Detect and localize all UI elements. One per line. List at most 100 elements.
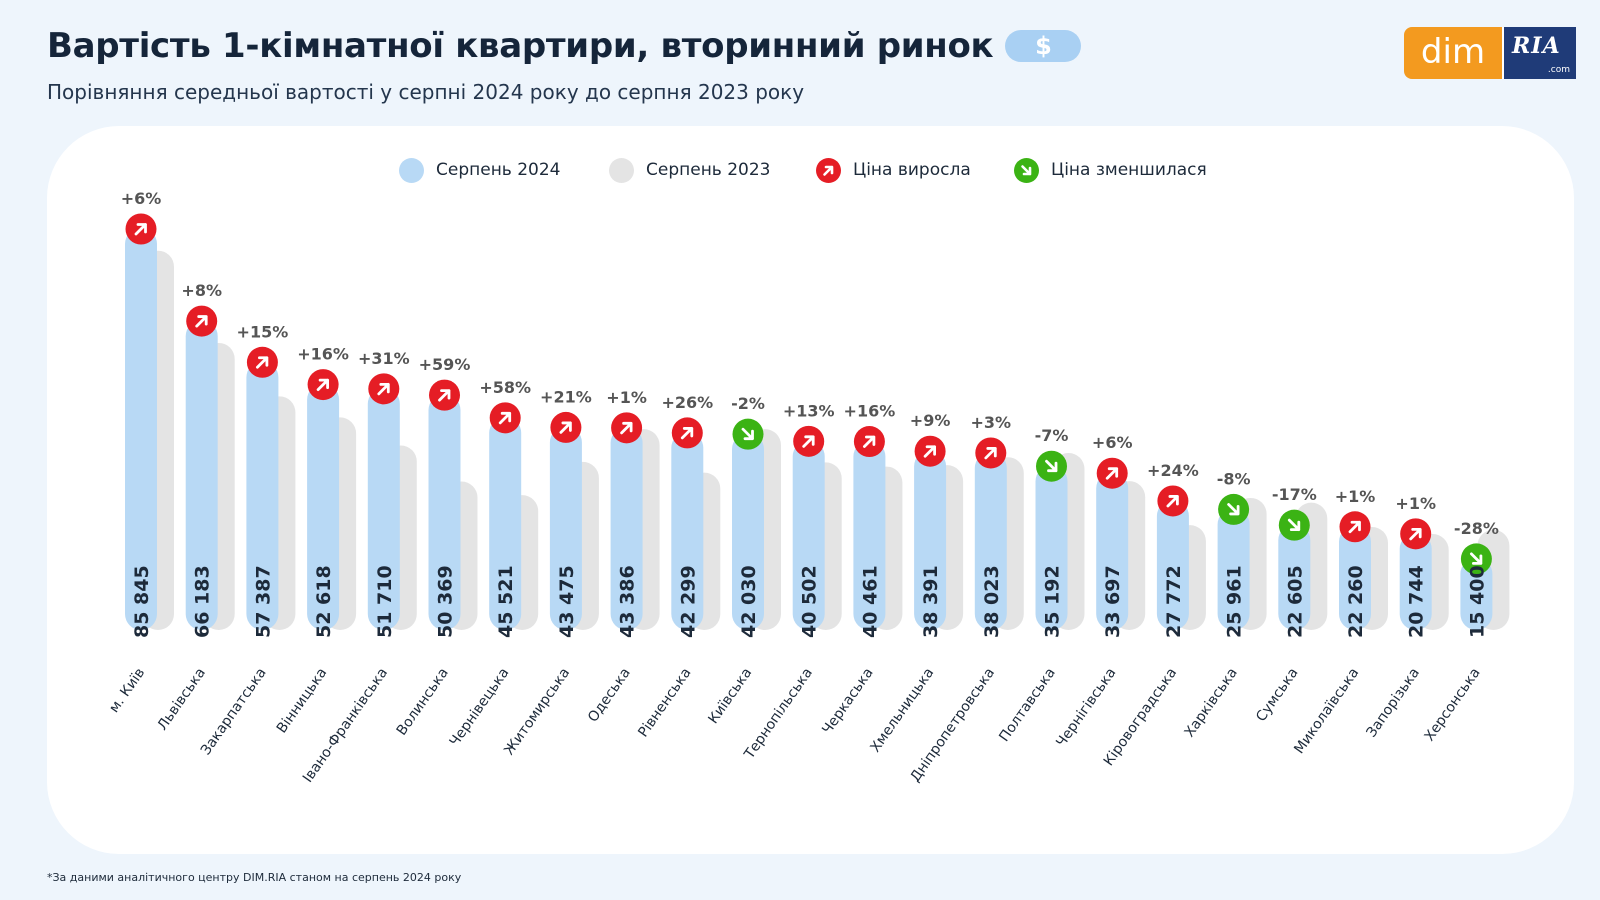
arrow-glyph — [1166, 495, 1179, 508]
legend-label-up: Ціна виросла — [853, 160, 971, 180]
arrow-glyph — [1105, 467, 1119, 480]
bar-value-label: 66 183 — [192, 565, 214, 638]
category-label: Херсонська — [1422, 665, 1484, 744]
arrow-glyph — [680, 427, 694, 440]
bar-value-label: 45 521 — [495, 565, 517, 638]
bar-value-label: 50 369 — [435, 565, 457, 638]
change-label: +1% — [606, 388, 647, 407]
bar-value-label: 35 192 — [1042, 565, 1064, 638]
change-label: +24% — [1147, 461, 1199, 480]
change-label: +6% — [121, 189, 162, 208]
page-subtitle: Порівняння середньої вартості у серпні 2… — [47, 80, 805, 104]
category-label: Черкаська — [819, 665, 876, 737]
change-label: +1% — [1395, 494, 1436, 513]
bar-2024 — [914, 450, 947, 630]
change-label: +6% — [1092, 433, 1133, 452]
arrow-glyph — [984, 447, 997, 460]
change-label: +26% — [661, 393, 713, 412]
category-label: Рівненська — [635, 665, 694, 740]
bar-2024 — [1035, 465, 1068, 630]
bar-2024 — [732, 433, 764, 630]
bar-value-label: 27 772 — [1163, 565, 1185, 638]
arrow-down-right-icon — [1014, 157, 1039, 183]
arrow-glyph — [498, 411, 512, 425]
bar-value-label: 25 961 — [1224, 565, 1246, 638]
category-label: Київська — [705, 665, 755, 727]
arrow-glyph — [1348, 520, 1361, 534]
legend-label-down: Ціна зменшилася — [1051, 160, 1207, 180]
category-label: Чернівецька — [447, 665, 513, 749]
bar-value-label: 38 391 — [920, 565, 942, 638]
category-label: Сумська — [1253, 665, 1301, 725]
category-label: Хмельницька — [867, 665, 937, 755]
category-label: Вінницька — [274, 665, 331, 736]
bar-2024 — [246, 361, 279, 630]
legend-label-2023: Серпень 2023 — [646, 160, 771, 180]
category-label: Житомирська — [501, 665, 573, 758]
bar-value-label: 57 387 — [252, 565, 274, 638]
category-label: Харківська — [1182, 665, 1241, 740]
arrow-glyph — [923, 445, 936, 458]
bar-2024 — [1156, 499, 1189, 630]
logo-ria-part: RIA .com — [1502, 27, 1576, 79]
bar-value-label: 51 710 — [374, 565, 396, 638]
legend-swatch-2023 — [609, 157, 634, 183]
bar-2024 — [974, 451, 1007, 630]
change-label: +15% — [237, 322, 289, 341]
bar-2024 — [307, 383, 340, 630]
arrow-glyph — [1287, 518, 1301, 532]
change-label: +16% — [844, 402, 896, 421]
bar-value-label: 22 260 — [1345, 565, 1367, 638]
bar-value-label: 42 030 — [738, 565, 760, 638]
category-label: м. Київ — [106, 665, 148, 716]
bar-value-label: 15 400 — [1466, 565, 1488, 638]
change-label: -28% — [1454, 519, 1499, 538]
change-label: +21% — [540, 387, 592, 406]
arrow-glyph — [863, 435, 876, 448]
change-label: +13% — [783, 401, 835, 420]
change-label: +8% — [181, 281, 222, 300]
legend-swatch-2024 — [399, 157, 424, 183]
arrow-glyph — [134, 223, 147, 236]
arrow-glyph — [195, 315, 208, 328]
change-label: +59% — [419, 355, 471, 374]
change-label: +58% — [479, 378, 531, 397]
category-label: Волинська — [394, 665, 452, 738]
logo-ria-text: RIA — [1512, 33, 1561, 59]
bar-2024 — [185, 320, 218, 630]
arrow-glyph — [1470, 552, 1483, 565]
bar-2024 — [428, 394, 461, 630]
legend-item-2023: Серпень 2023 — [609, 157, 771, 183]
bar-value-label: 43 386 — [617, 565, 639, 638]
currency-badge: $ — [1005, 30, 1082, 62]
legend-label-2024: Серпень 2024 — [436, 160, 561, 180]
legend-item-up: Ціна виросла — [816, 157, 971, 183]
page-title: Вартість 1-кімнатної квартири, вторинний… — [47, 26, 1082, 66]
page-title-text: Вартість 1-кімнатної квартири, вторинний… — [47, 26, 994, 66]
legend-item-2024: Серпень 2024 — [399, 157, 561, 183]
change-label: -8% — [1217, 469, 1251, 488]
bar-2024 — [1217, 508, 1250, 630]
bar-2024 — [792, 440, 825, 630]
bar-2024 — [1460, 557, 1493, 630]
bar-value-label: 38 023 — [981, 565, 1003, 638]
arrow-up-right-icon — [816, 157, 841, 183]
change-label: -17% — [1272, 485, 1317, 504]
bar-value-label: 22 605 — [1284, 565, 1306, 638]
logo-ria-suffix: .com — [1547, 65, 1570, 75]
bar-2024 — [1399, 532, 1432, 630]
category-label: Чернігівська — [1053, 665, 1119, 750]
legend-item-down: Ціна зменшилася — [1014, 157, 1207, 183]
bar-2024 — [1278, 524, 1311, 630]
arrow-glyph — [316, 378, 329, 391]
bar-2024 — [367, 387, 400, 630]
bar-value-label: 52 618 — [313, 565, 335, 638]
logo-dim-part: dim — [1404, 27, 1502, 79]
bar-2024 — [1096, 472, 1129, 630]
change-label: -2% — [731, 394, 765, 413]
bar-2024 — [671, 431, 704, 630]
category-label: Одеська — [585, 665, 634, 725]
arrow-glyph — [1227, 503, 1240, 516]
dim-ria-logo[interactable]: dim RIA .com — [1404, 27, 1576, 79]
